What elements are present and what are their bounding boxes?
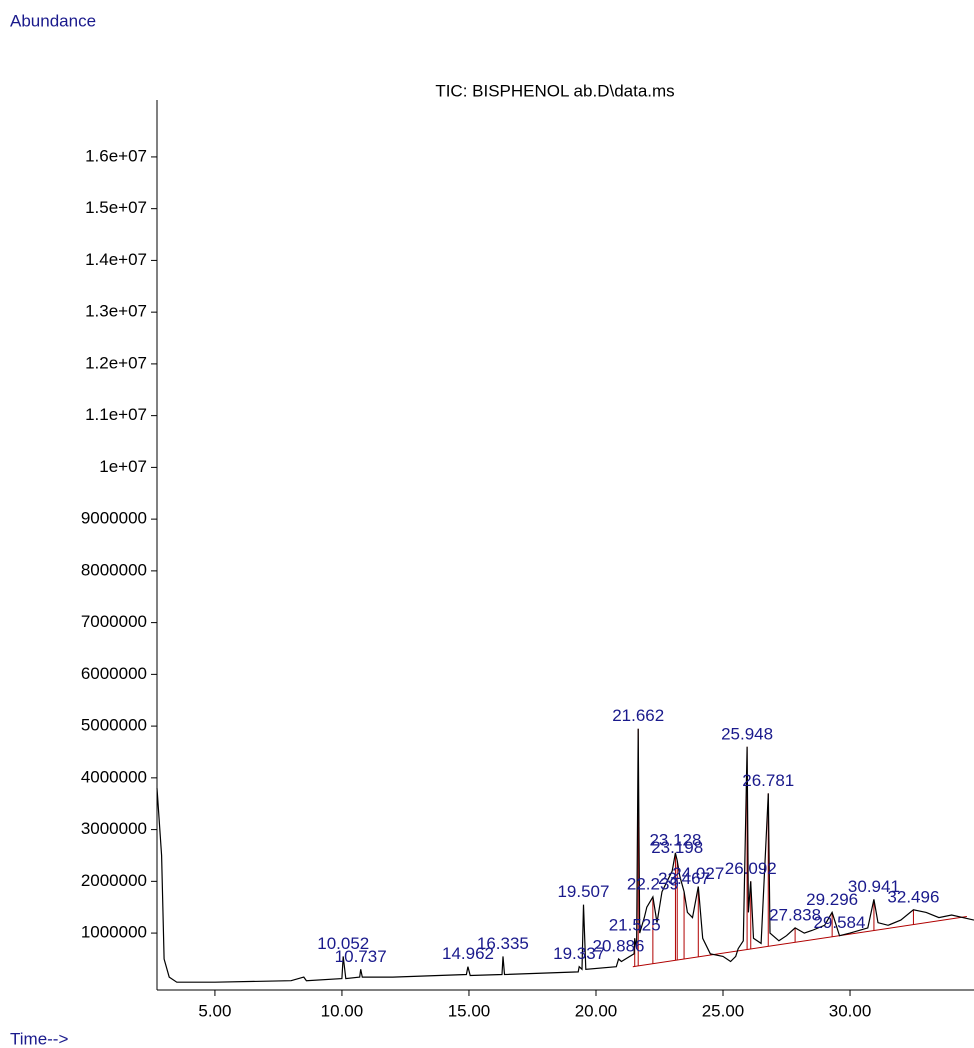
y-tick-label: 1.5e+07 — [85, 198, 147, 217]
peak-label: 10.737 — [335, 947, 387, 966]
peak-label: 19.507 — [557, 882, 609, 901]
peak-label: 21.662 — [612, 706, 664, 725]
peak-label: 24.027 — [672, 864, 724, 883]
peak-label: 26.781 — [742, 771, 794, 790]
y-tick-label: 5000000 — [81, 716, 147, 735]
chart-title: TIC: BISPHENOL ab.D\data.ms — [435, 81, 674, 100]
peak-label: 27.838 — [769, 905, 821, 924]
trace-line — [156, 728, 974, 983]
peak-label: 26.092 — [725, 859, 777, 878]
peak-label: 29.584 — [813, 913, 865, 932]
peak-label: 30.941 — [848, 877, 900, 896]
peak-label: 25.948 — [721, 724, 773, 743]
x-tick-label: 25.00 — [702, 1001, 745, 1020]
peak-label: 29.296 — [806, 890, 858, 909]
peak-label: 20.886 — [592, 936, 644, 955]
y-tick-label: 4000000 — [81, 767, 147, 786]
x-tick-label: 5.00 — [198, 1001, 231, 1020]
y-tick-label: 1.3e+07 — [85, 302, 147, 321]
peak-label: 22.239 — [627, 874, 679, 893]
x-axis-label: Time--> — [10, 1029, 68, 1048]
peak-label: 16.335 — [477, 934, 529, 953]
y-tick-label: 3000000 — [81, 819, 147, 838]
x-tick-label: 20.00 — [575, 1001, 618, 1020]
peak-label: 14.962 — [442, 944, 494, 963]
y-tick-label: 1.4e+07 — [85, 250, 147, 269]
x-tick-label: 10.00 — [321, 1001, 364, 1020]
x-tick-label: 30.00 — [829, 1001, 872, 1020]
peak-label: 21.525 — [609, 916, 661, 935]
y-axis-label: Abundance — [10, 11, 96, 30]
y-tick-label: 7000000 — [81, 612, 147, 631]
peak-label: 10.052 — [317, 934, 369, 953]
y-tick-label: 1.2e+07 — [85, 353, 147, 372]
peak-label: 23.128 — [649, 830, 701, 849]
y-tick-label: 1.6e+07 — [85, 146, 147, 165]
x-tick-label: 15.00 — [448, 1001, 491, 1020]
y-tick-label: 9000000 — [81, 509, 147, 528]
y-tick-label: 1.1e+07 — [85, 405, 147, 424]
peak-label: 23.467 — [658, 869, 710, 888]
y-tick-label: 1e+07 — [99, 457, 147, 476]
peak-label: 32.496 — [887, 887, 939, 906]
y-tick-label: 1000000 — [81, 923, 147, 942]
y-tick-label: 2000000 — [81, 871, 147, 890]
peak-label: 23.198 — [651, 838, 703, 857]
y-tick-label: 8000000 — [81, 560, 147, 579]
y-tick-label: 6000000 — [81, 664, 147, 683]
peak-label: 19.337 — [553, 944, 605, 963]
integration-baseline — [632, 916, 967, 968]
